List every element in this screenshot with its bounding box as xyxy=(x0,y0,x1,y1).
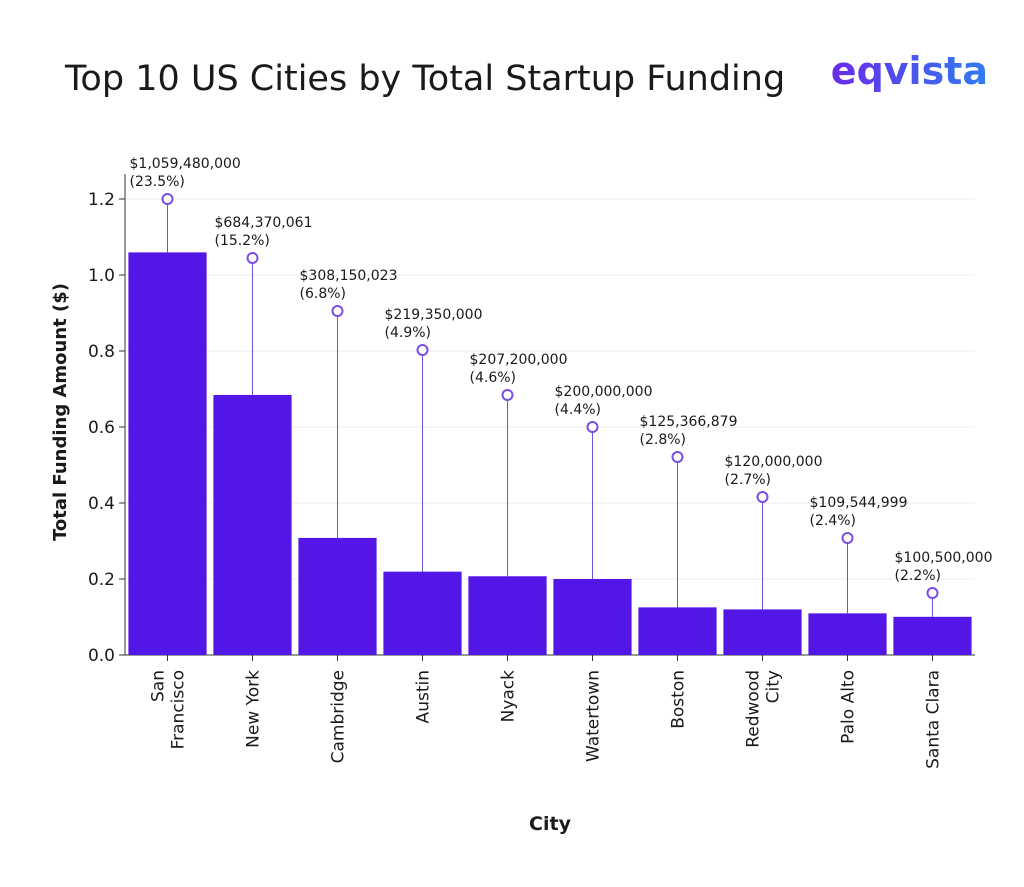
x-tick-label: Boston xyxy=(669,670,689,729)
value-label: $125,366,879 xyxy=(640,414,738,430)
y-tick-label: 0.4 xyxy=(88,494,115,514)
brand-logo: eqvista xyxy=(831,49,988,93)
percent-label: (2.2%) xyxy=(895,568,942,584)
percent-label: (4.4%) xyxy=(555,402,602,418)
percent-label: (4.6%) xyxy=(470,370,517,386)
bar xyxy=(128,252,207,656)
bar xyxy=(213,394,292,655)
percent-label: (15.2%) xyxy=(215,233,270,249)
y-tick-label: 0.8 xyxy=(88,342,115,362)
label-marker xyxy=(501,389,514,401)
label-marker xyxy=(926,587,939,599)
label-marker xyxy=(331,305,344,317)
bar xyxy=(468,576,547,655)
label-marker xyxy=(756,491,769,503)
value-label: $308,150,023 xyxy=(300,268,398,284)
x-tick-label: Watertown xyxy=(584,670,604,762)
bar xyxy=(638,607,717,655)
y-axis-label: Total Funding Amount ($) xyxy=(50,283,71,541)
x-tick-label: Cambridge xyxy=(329,670,349,763)
percent-label: (2.7%) xyxy=(725,472,772,488)
y-tick-label: 0.2 xyxy=(88,570,115,590)
value-label: $100,500,000 xyxy=(895,550,993,566)
bar xyxy=(808,613,887,655)
x-tick-label: RedwoodCity xyxy=(744,670,784,748)
x-tick-label: SanFrancisco xyxy=(149,670,189,749)
x-tick-label: Palo Alto xyxy=(839,670,859,744)
label-marker xyxy=(161,193,174,205)
value-label: $200,000,000 xyxy=(555,384,653,400)
value-label: $109,544,999 xyxy=(810,495,908,511)
percent-label: (2.8%) xyxy=(640,432,687,448)
bar xyxy=(723,609,802,655)
y-tick-label: 0.6 xyxy=(88,418,115,438)
value-label: $207,200,000 xyxy=(470,352,568,368)
percent-label: (2.4%) xyxy=(810,513,857,529)
x-axis-label: City xyxy=(529,813,572,835)
x-tick-label: Nyack xyxy=(499,670,519,723)
value-label: $120,000,000 xyxy=(725,454,823,470)
percent-label: (23.5%) xyxy=(130,174,185,190)
value-label: $1,059,480,000 xyxy=(130,156,241,172)
x-tick-label: New York xyxy=(244,670,264,748)
label-marker xyxy=(416,344,429,356)
x-tick-label: Austin xyxy=(414,670,434,723)
label-marker xyxy=(246,252,259,264)
percent-label: (6.8%) xyxy=(300,286,347,302)
label-marker xyxy=(841,532,854,544)
label-marker xyxy=(671,451,684,463)
value-label: $684,370,061 xyxy=(215,215,313,231)
percent-label: (4.9%) xyxy=(385,325,432,341)
x-tick-label: Santa Clara xyxy=(924,670,944,769)
y-tick-label: 0.0 xyxy=(88,646,115,666)
chart-title: Top 10 US Cities by Total Startup Fundin… xyxy=(64,59,785,99)
bar xyxy=(298,537,377,655)
value-label: $219,350,000 xyxy=(385,307,483,323)
y-tick-label: 1.2 xyxy=(88,190,115,210)
bar xyxy=(553,579,632,655)
bar xyxy=(383,571,462,655)
label-marker xyxy=(586,421,599,433)
bar xyxy=(893,616,972,655)
y-tick-label: 1.0 xyxy=(88,266,115,286)
